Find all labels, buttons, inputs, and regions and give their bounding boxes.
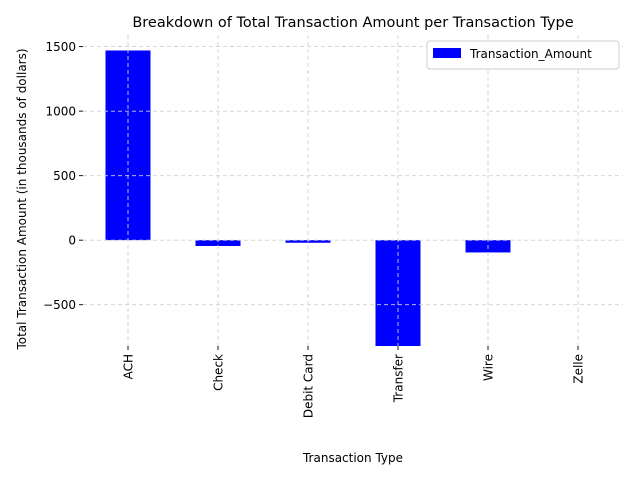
y-tick-label: 1000 [45, 104, 76, 118]
y-tick-label: −500 [43, 298, 76, 312]
x-tick-label-transfer: Transfer [392, 354, 406, 403]
x-tick-label-zelle: Zelle [572, 354, 586, 384]
bar-check [195, 240, 241, 246]
x-axis-label: Transaction Type [302, 451, 403, 465]
x-tick-label-wire: Wire [482, 354, 496, 381]
x-tick-label-check: Check [212, 354, 226, 391]
legend-frame [426, 40, 620, 70]
legend-swatch [433, 48, 461, 58]
legend: Transaction_Amount [426, 40, 620, 70]
chart-title: Breakdown of Total Transaction Amount pe… [132, 15, 573, 31]
y-tick-label: 0 [68, 233, 76, 247]
axis-ticks: −500 0 500 1000 1500 ACH Check Debit Card Transf… [43, 40, 585, 418]
y-axis-label: Total Transaction Amount (in thousands o… [15, 48, 29, 350]
bars [105, 50, 511, 346]
grid-lines [83, 35, 623, 346]
x-tick-label-debit-card: Debit Card [302, 354, 316, 418]
bar-transfer [375, 240, 421, 346]
x-tick-label-ach: ACH [122, 354, 136, 379]
y-tick-label: 500 [53, 169, 76, 183]
bar-ach [105, 50, 151, 241]
legend-label: Transaction_Amount [469, 47, 592, 61]
y-tick-label: 1500 [45, 40, 76, 54]
